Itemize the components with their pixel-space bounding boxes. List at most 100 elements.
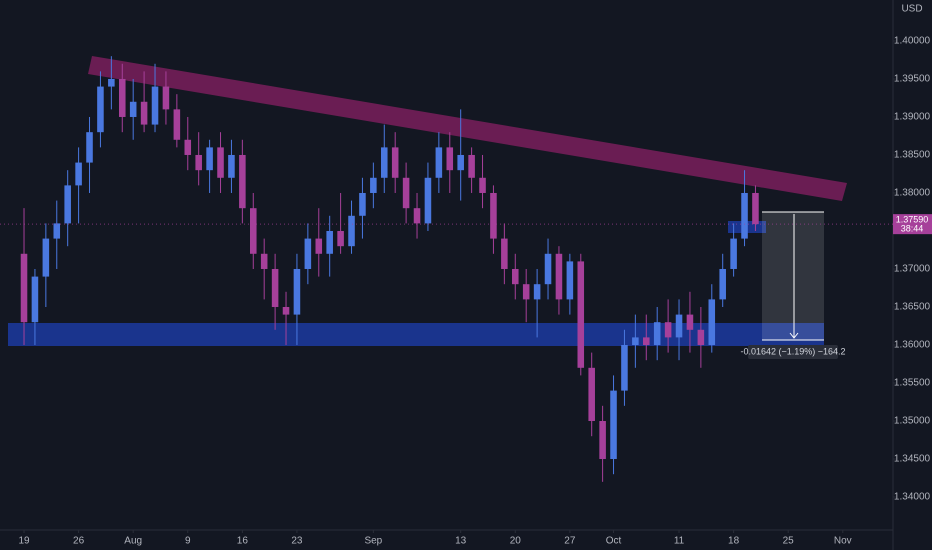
candle-body bbox=[610, 390, 617, 460]
candle-body bbox=[151, 86, 159, 125]
candle-body bbox=[697, 329, 705, 345]
candle-body bbox=[359, 192, 366, 216]
measure-label-box bbox=[748, 345, 838, 359]
candle-body bbox=[370, 177, 377, 193]
last-price-label: 1.37590 bbox=[896, 215, 929, 225]
candle-body bbox=[719, 268, 726, 300]
y-tick-label: 1.38500 bbox=[894, 150, 931, 161]
x-tick-label: Oct bbox=[606, 536, 622, 547]
x-tick-label: 25 bbox=[783, 536, 795, 547]
candle-body bbox=[140, 101, 148, 125]
candle-body bbox=[64, 185, 71, 224]
candle-body bbox=[424, 177, 432, 224]
candle-body bbox=[271, 268, 279, 307]
candle-body bbox=[326, 230, 333, 254]
candle-body bbox=[20, 253, 28, 323]
candle-body bbox=[643, 337, 650, 345]
candle-body bbox=[730, 238, 737, 269]
candle-body bbox=[752, 192, 759, 225]
candle-body bbox=[708, 299, 716, 345]
measure-box bbox=[762, 212, 824, 340]
candles bbox=[20, 56, 759, 482]
y-tick-label: 1.37000 bbox=[894, 264, 931, 275]
candle-body bbox=[391, 147, 399, 178]
candle-body bbox=[457, 154, 464, 171]
x-tick-label: Aug bbox=[124, 536, 142, 547]
candle-body bbox=[42, 238, 50, 277]
candle-body bbox=[173, 109, 181, 140]
candle-body bbox=[108, 78, 115, 87]
candle-body bbox=[315, 238, 323, 254]
candle-body bbox=[260, 253, 268, 269]
candle-body bbox=[53, 223, 61, 239]
x-tick-label: Sep bbox=[364, 536, 382, 547]
candle-body bbox=[282, 306, 290, 315]
candle-body bbox=[599, 421, 606, 460]
candle-body bbox=[501, 238, 508, 269]
measure-arrow-head bbox=[789, 332, 799, 339]
support-zone bbox=[8, 323, 824, 346]
x-tick-label: Nov bbox=[834, 536, 852, 547]
last-price-box bbox=[893, 214, 932, 235]
candle-body bbox=[31, 276, 39, 323]
y-tick-label: 1.36000 bbox=[894, 340, 931, 351]
candle-body bbox=[512, 268, 519, 285]
y-tick-label: 1.38000 bbox=[894, 188, 931, 199]
x-tick-label: 18 bbox=[728, 536, 740, 547]
candle-body bbox=[435, 147, 443, 178]
candle-body bbox=[86, 132, 93, 163]
candle-body bbox=[118, 78, 126, 117]
candle-body bbox=[741, 192, 748, 239]
candle-body bbox=[490, 192, 497, 239]
x-tick-label: 13 bbox=[455, 536, 467, 547]
candle-body bbox=[184, 139, 192, 155]
candle-body bbox=[228, 154, 235, 178]
candle-body bbox=[664, 322, 672, 338]
candle-body bbox=[446, 147, 454, 171]
candle-body bbox=[337, 230, 344, 247]
y-tick-label: 1.34500 bbox=[894, 454, 931, 465]
candle-body bbox=[686, 314, 694, 330]
candle-body bbox=[304, 238, 312, 269]
candle-body bbox=[239, 154, 246, 209]
x-tick-label: 23 bbox=[291, 536, 303, 547]
candle-body bbox=[566, 261, 574, 300]
countdown-label: 38:44 bbox=[901, 224, 924, 234]
y-tick-label: 1.36500 bbox=[894, 302, 931, 313]
candle-body bbox=[348, 215, 355, 247]
candle-body bbox=[555, 253, 563, 300]
candle-body bbox=[97, 86, 104, 133]
y-tick-label: 1.34000 bbox=[894, 492, 931, 503]
x-tick-label: 26 bbox=[73, 536, 85, 547]
currency-label: USD bbox=[901, 4, 922, 15]
candle-body bbox=[621, 344, 628, 391]
y-tick-label: 1.39500 bbox=[894, 74, 931, 85]
x-tick-label: 16 bbox=[237, 536, 249, 547]
candle-body bbox=[195, 154, 202, 171]
candle-body bbox=[522, 284, 530, 300]
candle-body bbox=[75, 162, 82, 186]
candle-body bbox=[479, 177, 486, 193]
x-tick-label: 9 bbox=[185, 536, 191, 547]
candle-body bbox=[544, 253, 552, 285]
x-tick-label: 27 bbox=[564, 536, 576, 547]
y-tick-label: 1.39000 bbox=[894, 112, 931, 123]
candle-body bbox=[533, 284, 541, 300]
y-tick-label: 1.35500 bbox=[894, 378, 931, 389]
candle-body bbox=[468, 154, 475, 178]
candle-body bbox=[402, 177, 410, 209]
candle-body bbox=[162, 86, 170, 110]
trend-band bbox=[88, 56, 847, 201]
y-tick-label: 1.35000 bbox=[894, 416, 931, 427]
candle-body bbox=[632, 337, 639, 345]
candle-body bbox=[675, 314, 683, 338]
candle-body bbox=[293, 268, 301, 315]
candle-body bbox=[217, 147, 224, 178]
candle-body bbox=[413, 208, 421, 224]
candle-body bbox=[653, 322, 661, 345]
x-tick-label: 11 bbox=[674, 536, 685, 547]
candle-body bbox=[129, 101, 137, 117]
candle-body bbox=[249, 208, 257, 254]
x-tick-label: 19 bbox=[18, 536, 30, 547]
